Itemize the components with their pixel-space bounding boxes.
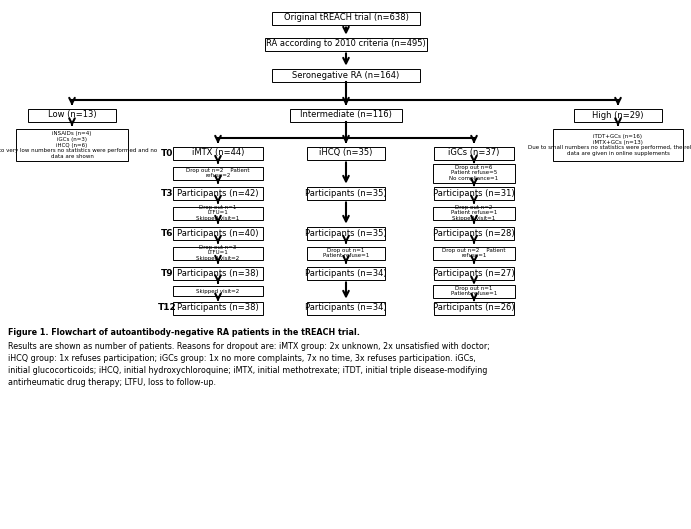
Bar: [173, 226, 263, 240]
Bar: [307, 147, 385, 160]
Text: iGCs (n=37): iGCs (n=37): [448, 149, 500, 158]
Bar: [173, 247, 263, 260]
Bar: [16, 129, 128, 161]
Text: Results are shown as number of patients. Reasons for dropout are: iMTX group: 2x: Results are shown as number of patients.…: [8, 342, 490, 351]
Bar: [173, 267, 263, 279]
Text: Skipped visit=2: Skipped visit=2: [196, 288, 240, 294]
Bar: [307, 302, 385, 315]
Bar: [28, 108, 116, 122]
Bar: [272, 68, 420, 81]
Text: RA according to 2010 criteria (n=495): RA according to 2010 criteria (n=495): [266, 40, 426, 49]
Text: T12: T12: [158, 304, 176, 313]
Text: Intermediate (n=116): Intermediate (n=116): [300, 111, 392, 120]
Bar: [307, 247, 385, 260]
Text: Figure 1. Flowchart of autoantibody-negative RA patients in the tREACH trial.: Figure 1. Flowchart of autoantibody-nega…: [8, 328, 360, 337]
Bar: [173, 302, 263, 315]
Text: T0: T0: [161, 149, 173, 158]
Text: Participants (n=35): Participants (n=35): [305, 188, 387, 197]
Text: Drop out n=3
LTFU=1
Skipped visit=2: Drop out n=3 LTFU=1 Skipped visit=2: [196, 245, 240, 261]
Text: Participants (n=26): Participants (n=26): [433, 304, 515, 313]
Text: iTDT+GCs (n=16)
iMTX+GCs (n=13)
Due to small numbers no statistics were performe: iTDT+GCs (n=16) iMTX+GCs (n=13) Due to s…: [529, 134, 691, 156]
Bar: [434, 302, 514, 315]
Bar: [307, 267, 385, 279]
Text: iNSAIDs (n=4)
iGCs (n=3)
iHCQ (n=6)
Due to very low numbers no statistics were p: iNSAIDs (n=4) iGCs (n=3) iHCQ (n=6) Due …: [0, 131, 158, 159]
Bar: [265, 38, 427, 50]
Text: Drop out n=1
Patient refuse=1: Drop out n=1 Patient refuse=1: [451, 286, 497, 296]
Bar: [574, 108, 662, 122]
Text: iMTX (n=44): iMTX (n=44): [192, 149, 244, 158]
Bar: [434, 267, 514, 279]
Bar: [434, 226, 514, 240]
Text: Drop out n=6
Patient refuse=5
No compliance=1: Drop out n=6 Patient refuse=5 No complia…: [449, 165, 499, 181]
Text: Drop out n=1
Patient refuse=1: Drop out n=1 Patient refuse=1: [323, 248, 369, 258]
Text: Seronegative RA (n=164): Seronegative RA (n=164): [292, 70, 399, 79]
Bar: [173, 187, 263, 199]
Bar: [433, 285, 515, 297]
Text: High (n=29): High (n=29): [592, 111, 644, 120]
Bar: [272, 12, 420, 24]
Text: Drop out n=2    Patient
refuse=1: Drop out n=2 Patient refuse=1: [442, 248, 506, 258]
Text: Participants (n=28): Participants (n=28): [433, 229, 515, 238]
Text: Low (n=13): Low (n=13): [48, 111, 96, 120]
Text: Participants (n=34): Participants (n=34): [305, 269, 387, 278]
Text: antirheumatic drug therapy; LTFU, loss to follow-up.: antirheumatic drug therapy; LTFU, loss t…: [8, 378, 216, 387]
Text: Drop out n=2    Patient
refuse=2: Drop out n=2 Patient refuse=2: [187, 168, 249, 178]
Bar: [433, 163, 515, 183]
Bar: [307, 226, 385, 240]
Bar: [173, 167, 263, 179]
Text: iHCQ (n=35): iHCQ (n=35): [319, 149, 372, 158]
Text: T6: T6: [161, 229, 173, 238]
Bar: [434, 147, 514, 160]
Bar: [433, 206, 515, 220]
Text: Participants (n=42): Participants (n=42): [178, 188, 258, 197]
Text: Drop out n=2
Patient refuse=1
Skipped visit=1: Drop out n=2 Patient refuse=1 Skipped vi…: [451, 205, 497, 221]
Text: iHCQ group: 1x refuses participation; iGCs group: 1x no more complaints, 7x no t: iHCQ group: 1x refuses participation; iG…: [8, 354, 475, 363]
Text: T9: T9: [161, 269, 173, 278]
Text: Participants (n=35): Participants (n=35): [305, 229, 387, 238]
Text: Participants (n=40): Participants (n=40): [178, 229, 258, 238]
Bar: [433, 247, 515, 260]
Text: Drop out n=1
LTFU=1
Skipped visit=1: Drop out n=1 LTFU=1 Skipped visit=1: [196, 205, 240, 221]
Text: T3: T3: [161, 188, 173, 197]
Text: Participants (n=38): Participants (n=38): [177, 269, 259, 278]
Bar: [173, 206, 263, 220]
Bar: [173, 147, 263, 160]
Bar: [173, 286, 263, 296]
Text: Participants (n=38): Participants (n=38): [177, 304, 259, 313]
Bar: [553, 129, 683, 161]
Text: Original tREACH trial (n=638): Original tREACH trial (n=638): [283, 14, 408, 23]
Bar: [434, 187, 514, 199]
Text: Participants (n=31): Participants (n=31): [433, 188, 515, 197]
Text: Participants (n=34): Participants (n=34): [305, 304, 387, 313]
Text: Participants (n=27): Participants (n=27): [433, 269, 515, 278]
Bar: [290, 108, 402, 122]
Bar: [307, 187, 385, 199]
Text: initial glucocorticoids; iHCQ, initial hydroxychloroquine; iMTX, initial methotr: initial glucocorticoids; iHCQ, initial h…: [8, 366, 487, 375]
